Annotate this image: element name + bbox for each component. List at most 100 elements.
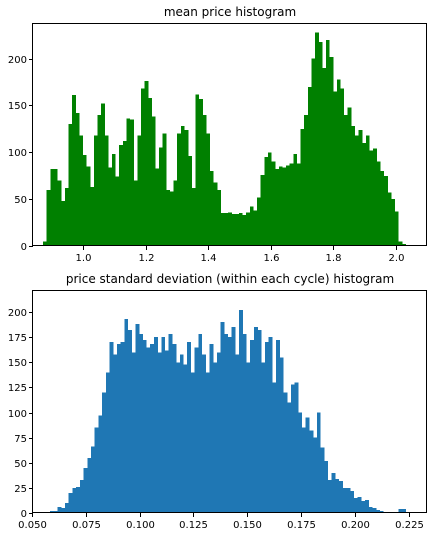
histogram-bar	[257, 330, 262, 513]
histogram-bar	[398, 241, 403, 246]
histogram-bar	[353, 497, 358, 513]
histogram-bar	[113, 354, 118, 513]
mean-price-histogram: mean price histogram 1.0 1.2 1.4 1.6 1.8 2.0 …	[8, 5, 427, 264]
x-axis-ticks-top: 1.0 1.2 1.4 1.6 1.8 2.0	[76, 246, 404, 264]
histogram-bar	[116, 344, 121, 513]
histogram-bar	[217, 189, 221, 246]
histogram-bar	[276, 340, 280, 513]
histogram-bar	[344, 114, 348, 246]
histogram-bar	[79, 479, 84, 513]
histogram-bar	[336, 79, 341, 247]
histogram-bar	[57, 180, 62, 246]
histogram-bar	[325, 39, 330, 246]
histogram-bar	[179, 354, 184, 513]
histogram-bar	[224, 213, 229, 246]
histogram-bar	[283, 392, 288, 513]
histogram-bar	[311, 58, 316, 246]
histogram-bar	[79, 135, 84, 246]
x-tick-label: 0.100	[126, 520, 155, 531]
histogram-bar	[368, 506, 373, 513]
y-tick-label: 100	[8, 409, 27, 420]
x-tick-label: 0.175	[287, 520, 316, 531]
y-axis-ticks-top: 0 50 100 150 200	[8, 55, 33, 253]
histogram-bar	[402, 508, 406, 513]
x-tick-label: 0.075	[72, 520, 101, 531]
histogram-bar	[122, 141, 127, 246]
histogram-bar	[318, 41, 323, 246]
histogram-bar	[166, 189, 171, 246]
histogram-bar	[302, 427, 306, 513]
x-tick-label: 0.050	[18, 520, 47, 531]
y-tick-label: 75	[14, 434, 27, 445]
histogram-bar	[361, 500, 366, 513]
histogram-bar	[253, 327, 258, 513]
histogram-bar	[333, 91, 337, 246]
histogram-bar	[108, 167, 113, 246]
plot-frame-bottom	[32, 290, 427, 513]
histogram-bar	[354, 135, 359, 246]
histogram-bar	[50, 169, 55, 246]
histogram-bar	[376, 509, 380, 513]
histogram-bar	[316, 412, 321, 513]
histogram-bar	[111, 154, 116, 246]
histogram-bar	[194, 347, 199, 513]
histogram-bar	[296, 163, 301, 246]
histogram-bar	[300, 128, 305, 246]
x-tick-label: 0.200	[341, 520, 370, 531]
histogram-bar	[365, 135, 370, 246]
histogram-bar	[90, 186, 94, 246]
histogram-bar	[369, 150, 374, 246]
histogram-bar	[172, 344, 177, 513]
y-tick-label: 125	[8, 383, 27, 394]
histogram-bar	[379, 510, 384, 513]
histogram-bar	[271, 161, 276, 246]
histogram-bar	[342, 487, 347, 513]
histogram-bar	[231, 327, 236, 513]
histogram-bar	[238, 213, 243, 246]
histogram-bar	[130, 119, 134, 246]
histogram-bar	[104, 135, 109, 246]
histogram-bar	[224, 334, 229, 513]
histogram-bar	[362, 142, 366, 246]
histogram-bar	[161, 337, 166, 513]
histogram-bar	[165, 350, 169, 513]
chart-title-top: mean price histogram	[164, 5, 296, 19]
histogram-bar	[68, 124, 73, 246]
histogram-bar	[265, 342, 269, 513]
histogram-bar	[272, 382, 277, 513]
histogram-bar	[257, 197, 261, 246]
histogram-bar	[162, 133, 167, 246]
histogram-bar	[140, 88, 145, 246]
histogram-bar	[142, 340, 147, 513]
histogram-bar	[127, 330, 132, 513]
histogram-bar	[177, 133, 181, 246]
x-tick-label: 0.225	[395, 520, 424, 531]
histogram-bar	[97, 114, 102, 246]
histogram-bar	[279, 357, 284, 513]
y-tick-label: 0	[21, 509, 27, 520]
histogram-bar	[50, 510, 55, 513]
histogram-bar	[205, 372, 210, 513]
y-tick-label: 175	[8, 333, 27, 344]
histogram-bar	[183, 364, 188, 513]
histogram-bar	[93, 135, 98, 246]
histogram-bar	[190, 372, 195, 513]
histogram-bar	[242, 215, 247, 246]
histogram-bar	[150, 344, 155, 513]
histogram-bar	[331, 472, 336, 513]
histogram-bar	[289, 163, 294, 246]
histogram-bar	[173, 180, 178, 246]
x-tick-label: 1.4	[201, 253, 217, 264]
histogram-bar	[153, 337, 158, 513]
y-axis-ticks-bottom: 0 25 50 75 100 125 150 175 200	[8, 308, 33, 520]
y-tick-label: 25	[14, 484, 27, 495]
histogram-bar	[46, 189, 51, 246]
histogram-bar	[157, 352, 162, 513]
histogram-bar	[329, 56, 334, 246]
histogram-bar	[364, 499, 369, 513]
x-tick-label: 1.6	[264, 253, 280, 264]
histogram-bar	[286, 165, 290, 246]
histogram-bar	[327, 479, 332, 513]
histogram-bar	[235, 214, 240, 246]
histogram-bar	[358, 129, 363, 246]
